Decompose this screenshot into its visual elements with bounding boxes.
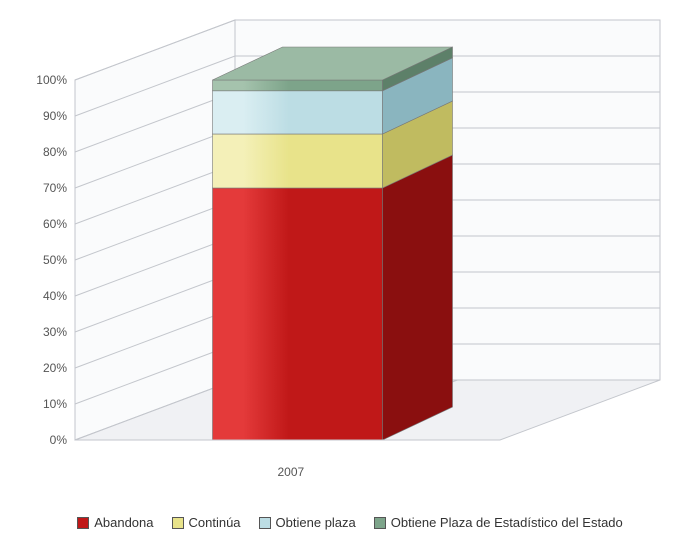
y-tick-label: 50% — [27, 253, 67, 267]
y-tick-label: 60% — [27, 217, 67, 231]
legend-label: Obtiene plaza — [276, 515, 356, 530]
legend-item-continua: Continúa — [172, 515, 241, 530]
y-tick-label: 20% — [27, 361, 67, 375]
legend-item-obtiene_plaza: Obtiene plaza — [259, 515, 356, 530]
y-tick-label: 70% — [27, 181, 67, 195]
legend-swatch — [172, 517, 184, 529]
stacked-bar-3d-chart — [0, 0, 700, 545]
y-tick-label: 100% — [27, 73, 67, 87]
legend-swatch — [259, 517, 271, 529]
legend-swatch — [77, 517, 89, 529]
y-tick-label: 80% — [27, 145, 67, 159]
legend-swatch — [374, 517, 386, 529]
category-label: 2007 — [278, 465, 305, 479]
legend-label: Abandona — [94, 515, 153, 530]
legend: Abandona Continúa Obtiene plaza Obtiene Pla… — [0, 515, 700, 530]
y-tick-label: 0% — [27, 433, 67, 447]
legend-item-abandona: Abandona — [77, 515, 153, 530]
legend-label: Obtiene Plaza de Estadístico del Estado — [391, 515, 623, 530]
chart-container: 0% 10% 20% 30% 40% 50% 60% 70% 80% 90% 100% 2007 A… — [0, 0, 700, 545]
y-tick-label: 40% — [27, 289, 67, 303]
y-tick-label: 30% — [27, 325, 67, 339]
legend-label: Continúa — [189, 515, 241, 530]
y-tick-label: 10% — [27, 397, 67, 411]
y-tick-label: 90% — [27, 109, 67, 123]
legend-item-obtiene_plaza_estadistico: Obtiene Plaza de Estadístico del Estado — [374, 515, 623, 530]
